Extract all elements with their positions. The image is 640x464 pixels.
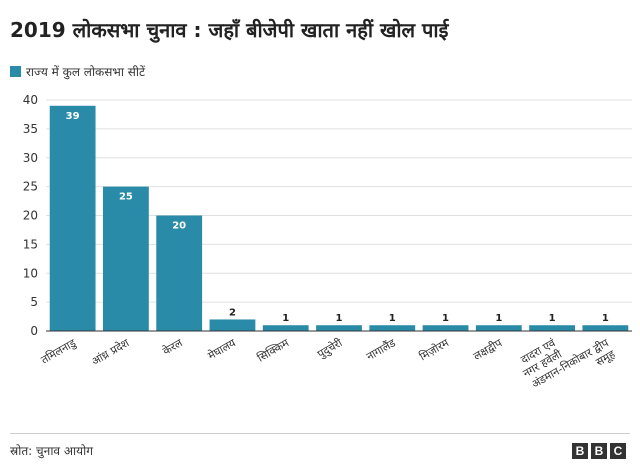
bbc-logo-letter: B: [572, 443, 588, 459]
x-tick-label: सिक्किम: [255, 336, 291, 365]
bar: [475, 325, 522, 331]
x-tick-label-line: तमिलनाडु: [39, 336, 79, 366]
data-label: 1: [602, 313, 609, 324]
y-tick-label: 0: [30, 324, 38, 338]
data-label: 20: [172, 221, 186, 232]
bar: [529, 325, 575, 331]
y-tick-label: 5: [30, 295, 38, 309]
x-tick-label-line: केरल: [161, 336, 186, 358]
data-label: 1: [495, 313, 502, 324]
y-tick-label: 15: [23, 237, 38, 251]
legend-label: राज्य में कुल लोकसभा सीटें: [26, 65, 146, 79]
chart-title: 2019 लोकसभा चुनाव : जहाँ बीजेपी खाता नही…: [10, 18, 449, 42]
data-label: 1: [549, 313, 556, 324]
y-tick-label: 35: [23, 122, 38, 136]
x-tick-label-line: नागालैंड: [364, 336, 398, 363]
x-tick-label: मेघालय: [206, 336, 239, 362]
bbc-logo-letter: C: [610, 443, 626, 459]
bar: [209, 319, 256, 331]
x-tick-label: नागालैंड: [364, 336, 398, 363]
data-label: 1: [336, 313, 343, 324]
x-tick-label-line: सिक्किम: [255, 336, 291, 365]
bar: [316, 325, 362, 331]
x-tick-label-line: आंध्र प्रदेश: [89, 336, 132, 368]
bar: [422, 325, 469, 331]
x-tick-label: पुदुचेरी: [315, 336, 345, 361]
x-tick-label: आंध्र प्रदेश: [89, 336, 132, 368]
x-tick-label-line: पुदुचेरी: [315, 336, 345, 361]
x-tick-label: लक्षद्वीप: [471, 336, 505, 363]
bar: [156, 215, 203, 331]
bar: [262, 325, 309, 331]
x-tick-label-line: लक्षद्वीप: [471, 336, 505, 363]
data-label: 2: [229, 307, 236, 318]
legend-swatch: [10, 66, 21, 77]
y-tick-label: 20: [23, 209, 38, 223]
data-label: 1: [389, 313, 396, 324]
x-tick-label: मिज़ोरम: [417, 336, 451, 363]
source-note: स्रोत: चुनाव आयोग: [10, 444, 94, 458]
x-tick-label-line: मिज़ोरम: [417, 336, 451, 363]
bar: [369, 325, 416, 331]
y-tick-label: 25: [23, 180, 38, 194]
bar: [103, 186, 149, 331]
data-label: 1: [442, 313, 449, 324]
data-label: 39: [66, 111, 80, 122]
data-label: 25: [119, 192, 133, 203]
bbc-logo: B B C: [572, 443, 626, 459]
bar: [582, 325, 629, 331]
x-tick-label-line: मेघालय: [206, 336, 239, 362]
bar-chart: 0 5 10 15 20 25 30 35 40 39 तमिलनाडु 25 आंध्र प्रदेश…: [23, 93, 632, 391]
x-tick-label: तमिलनाडु: [39, 336, 79, 366]
y-tick-label: 10: [23, 266, 38, 280]
bbc-logo-letter: B: [591, 443, 607, 459]
y-tick-label: 40: [23, 93, 38, 107]
chart-legend: राज्य में कुल लोकसभा सीटें: [10, 63, 145, 80]
y-tick-label: 30: [23, 151, 38, 165]
bar: [49, 105, 96, 332]
x-tick-label: केरल: [161, 336, 186, 358]
data-label: 1: [282, 313, 289, 324]
footer-divider: [10, 433, 630, 434]
